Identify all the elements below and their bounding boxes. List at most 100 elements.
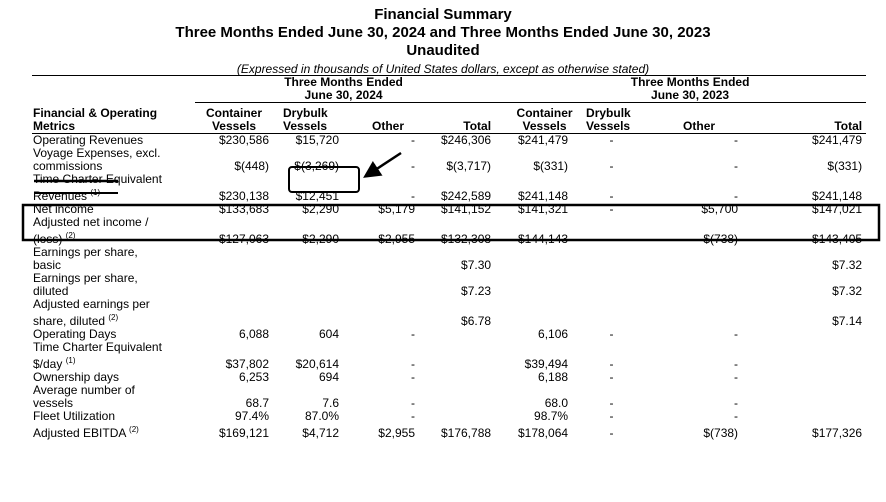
cell-drybulk-2023: - [609, 369, 614, 384]
cell-container-2023: $(331) [533, 158, 569, 173]
cell-drybulk-2024: $2,290 [302, 231, 339, 246]
cell-drybulk-2024: 7.6 [322, 395, 339, 410]
row-label: Average number of vessels [33, 382, 135, 410]
cell-other-2023: - [734, 356, 739, 371]
cell-total-2024 [423, 371, 492, 384]
cell-container-2023: $39,494 [524, 356, 569, 371]
cell-container-2024: $(448) [234, 158, 269, 173]
cell-other-2024: - [411, 326, 415, 341]
cell-drybulk-2023: - [609, 132, 614, 147]
cell-drybulk-2023: - [609, 395, 614, 410]
cell-container-2024: $133,683 [218, 201, 269, 216]
cell-other-2023 [654, 298, 744, 328]
cell-total-2024 [423, 410, 492, 423]
cell-other-2024 [353, 246, 423, 272]
table-row: Earnings per share, diluted $7.23 $7.32 [32, 270, 866, 298]
cell-other-2023: - [734, 158, 739, 173]
row-label: Earnings per share, basic [33, 244, 138, 272]
cell-drybulk-2024 [273, 298, 353, 328]
cell-other-2024: - [411, 408, 415, 423]
currency-note: (Expressed in thousands of United States… [236, 62, 650, 76]
cell-total-2023: $7.32 [832, 283, 863, 298]
cell-drybulk-2024: 604 [318, 326, 339, 341]
cell-container-2024: 68.7 [245, 395, 269, 410]
column-header-container-2024: Container Vessels [195, 102, 273, 134]
header-spacer [32, 75, 195, 103]
cell-container-2023: 6,106 [538, 326, 569, 341]
row-label: Voyage Expenses, excl. commissions [33, 145, 161, 173]
cell-other-2023: - [734, 369, 739, 384]
cell-container-2023: 68.0 [544, 395, 569, 410]
cell-drybulk-2023 [578, 272, 654, 298]
cell-container-2023: 98.7% [534, 408, 569, 423]
cell-container-2024 [195, 298, 273, 328]
cell-other-2024 [353, 298, 423, 328]
cell-container-2023: $141,321 [517, 201, 569, 216]
row-label: Adjusted EBITDA (2) [33, 424, 139, 440]
cell-total-2024: $176,788 [440, 425, 492, 440]
cell-total-2023: $143,405 [812, 231, 863, 246]
cell-container-2023: $241,148 [517, 188, 569, 203]
cell-container-2023: $241,479 [517, 132, 569, 147]
cell-other-2024: $2,955 [378, 425, 415, 440]
cell-drybulk-2023: - [609, 188, 614, 203]
column-header-other-2023: Other [654, 102, 745, 134]
cell-total-2024: $246,306 [440, 132, 492, 147]
cell-other-2024: - [411, 158, 415, 173]
table-row: Voyage Expenses, excl. commissions $(448) $… [32, 145, 866, 173]
cell-container-2024: $127,063 [218, 231, 269, 246]
row-label: Fleet Utilization [33, 408, 116, 423]
cell-drybulk-2024 [273, 246, 353, 272]
cell-drybulk-2023: - [609, 425, 614, 440]
column-header-drybulk-2024: Drybulk Vessels [273, 102, 353, 134]
cell-drybulk-2024 [273, 272, 353, 298]
cell-total-2023: $241,148 [812, 188, 863, 203]
cell-container-2023 [492, 298, 578, 328]
cell-other-2023: - [734, 188, 739, 203]
cell-container-2023 [492, 272, 578, 298]
table-row: Ownership days 6,253 694 - 6,188 - - [32, 369, 866, 384]
table-row: Time Charter Equivalent Revenues (1) $230,… [32, 172, 866, 203]
cell-other-2024 [353, 272, 423, 298]
cell-other-2024: - [411, 132, 415, 147]
cell-container-2024: $230,138 [218, 188, 269, 203]
table-row: Earnings per share, basic $7.30 $7.32 [32, 244, 866, 272]
unaudited-label: Unaudited [406, 42, 480, 59]
table-row: Net income $133,683 $2,290 $5,179 $141,152 $1… [32, 201, 866, 216]
cell-total-2023 [744, 410, 866, 423]
cell-drybulk-2024: $20,614 [295, 356, 339, 371]
cell-drybulk-2023: - [609, 326, 614, 341]
cell-container-2024: 6,253 [238, 369, 269, 384]
table-row: Adjusted EBITDA (2) $169,121 $4,712 $2,955 $… [32, 423, 866, 440]
cell-other-2024: - [411, 395, 415, 410]
cell-container-2023: 6,188 [538, 369, 569, 384]
column-header-total-2024: Total [423, 102, 493, 134]
cell-drybulk-2024: 87.0% [304, 408, 339, 423]
cell-drybulk-2023: - [609, 408, 614, 423]
cell-drybulk-2024: $2,290 [302, 201, 339, 216]
cell-other-2024: - [411, 369, 415, 384]
cell-container-2024 [195, 246, 273, 272]
cell-other-2024: $2,955 [378, 231, 415, 246]
group-header-2024: Three Months Ended June 30, 2024 [195, 75, 493, 103]
cell-container-2023: $178,064 [517, 425, 569, 440]
cell-total-2024: $141,152 [440, 201, 492, 216]
cell-total-2023: $7.32 [832, 257, 863, 272]
column-header-total-2023: Total [744, 102, 867, 134]
table-row: Operating Revenues $230,586 $15,720 - $246,3… [32, 133, 866, 147]
table-row: Adjusted net income / (loss) (2) $127,063 $… [32, 214, 866, 246]
cell-total-2023 [744, 384, 866, 410]
cell-total-2023: $7.14 [832, 313, 863, 328]
cell-container-2024: $37,802 [225, 356, 269, 371]
cell-drybulk-2023: - [609, 158, 614, 173]
report-subtitle: Three Months Ended June 30, 2024 and Thr… [175, 24, 711, 41]
cell-total-2023 [744, 341, 866, 371]
cell-total-2024: $6.78 [461, 313, 492, 328]
row-label: Earnings per share, diluted [33, 270, 138, 298]
cell-drybulk-2023: - [609, 201, 614, 216]
row-label: Adjusted net income / (loss) (2) [33, 214, 149, 246]
row-label: Adjusted earnings per share, diluted (2) [33, 296, 150, 328]
cell-container-2023: $144,143 [517, 231, 569, 246]
column-header-container-2023: Container Vessels [492, 102, 579, 134]
cell-total-2024: $242,589 [440, 188, 492, 203]
